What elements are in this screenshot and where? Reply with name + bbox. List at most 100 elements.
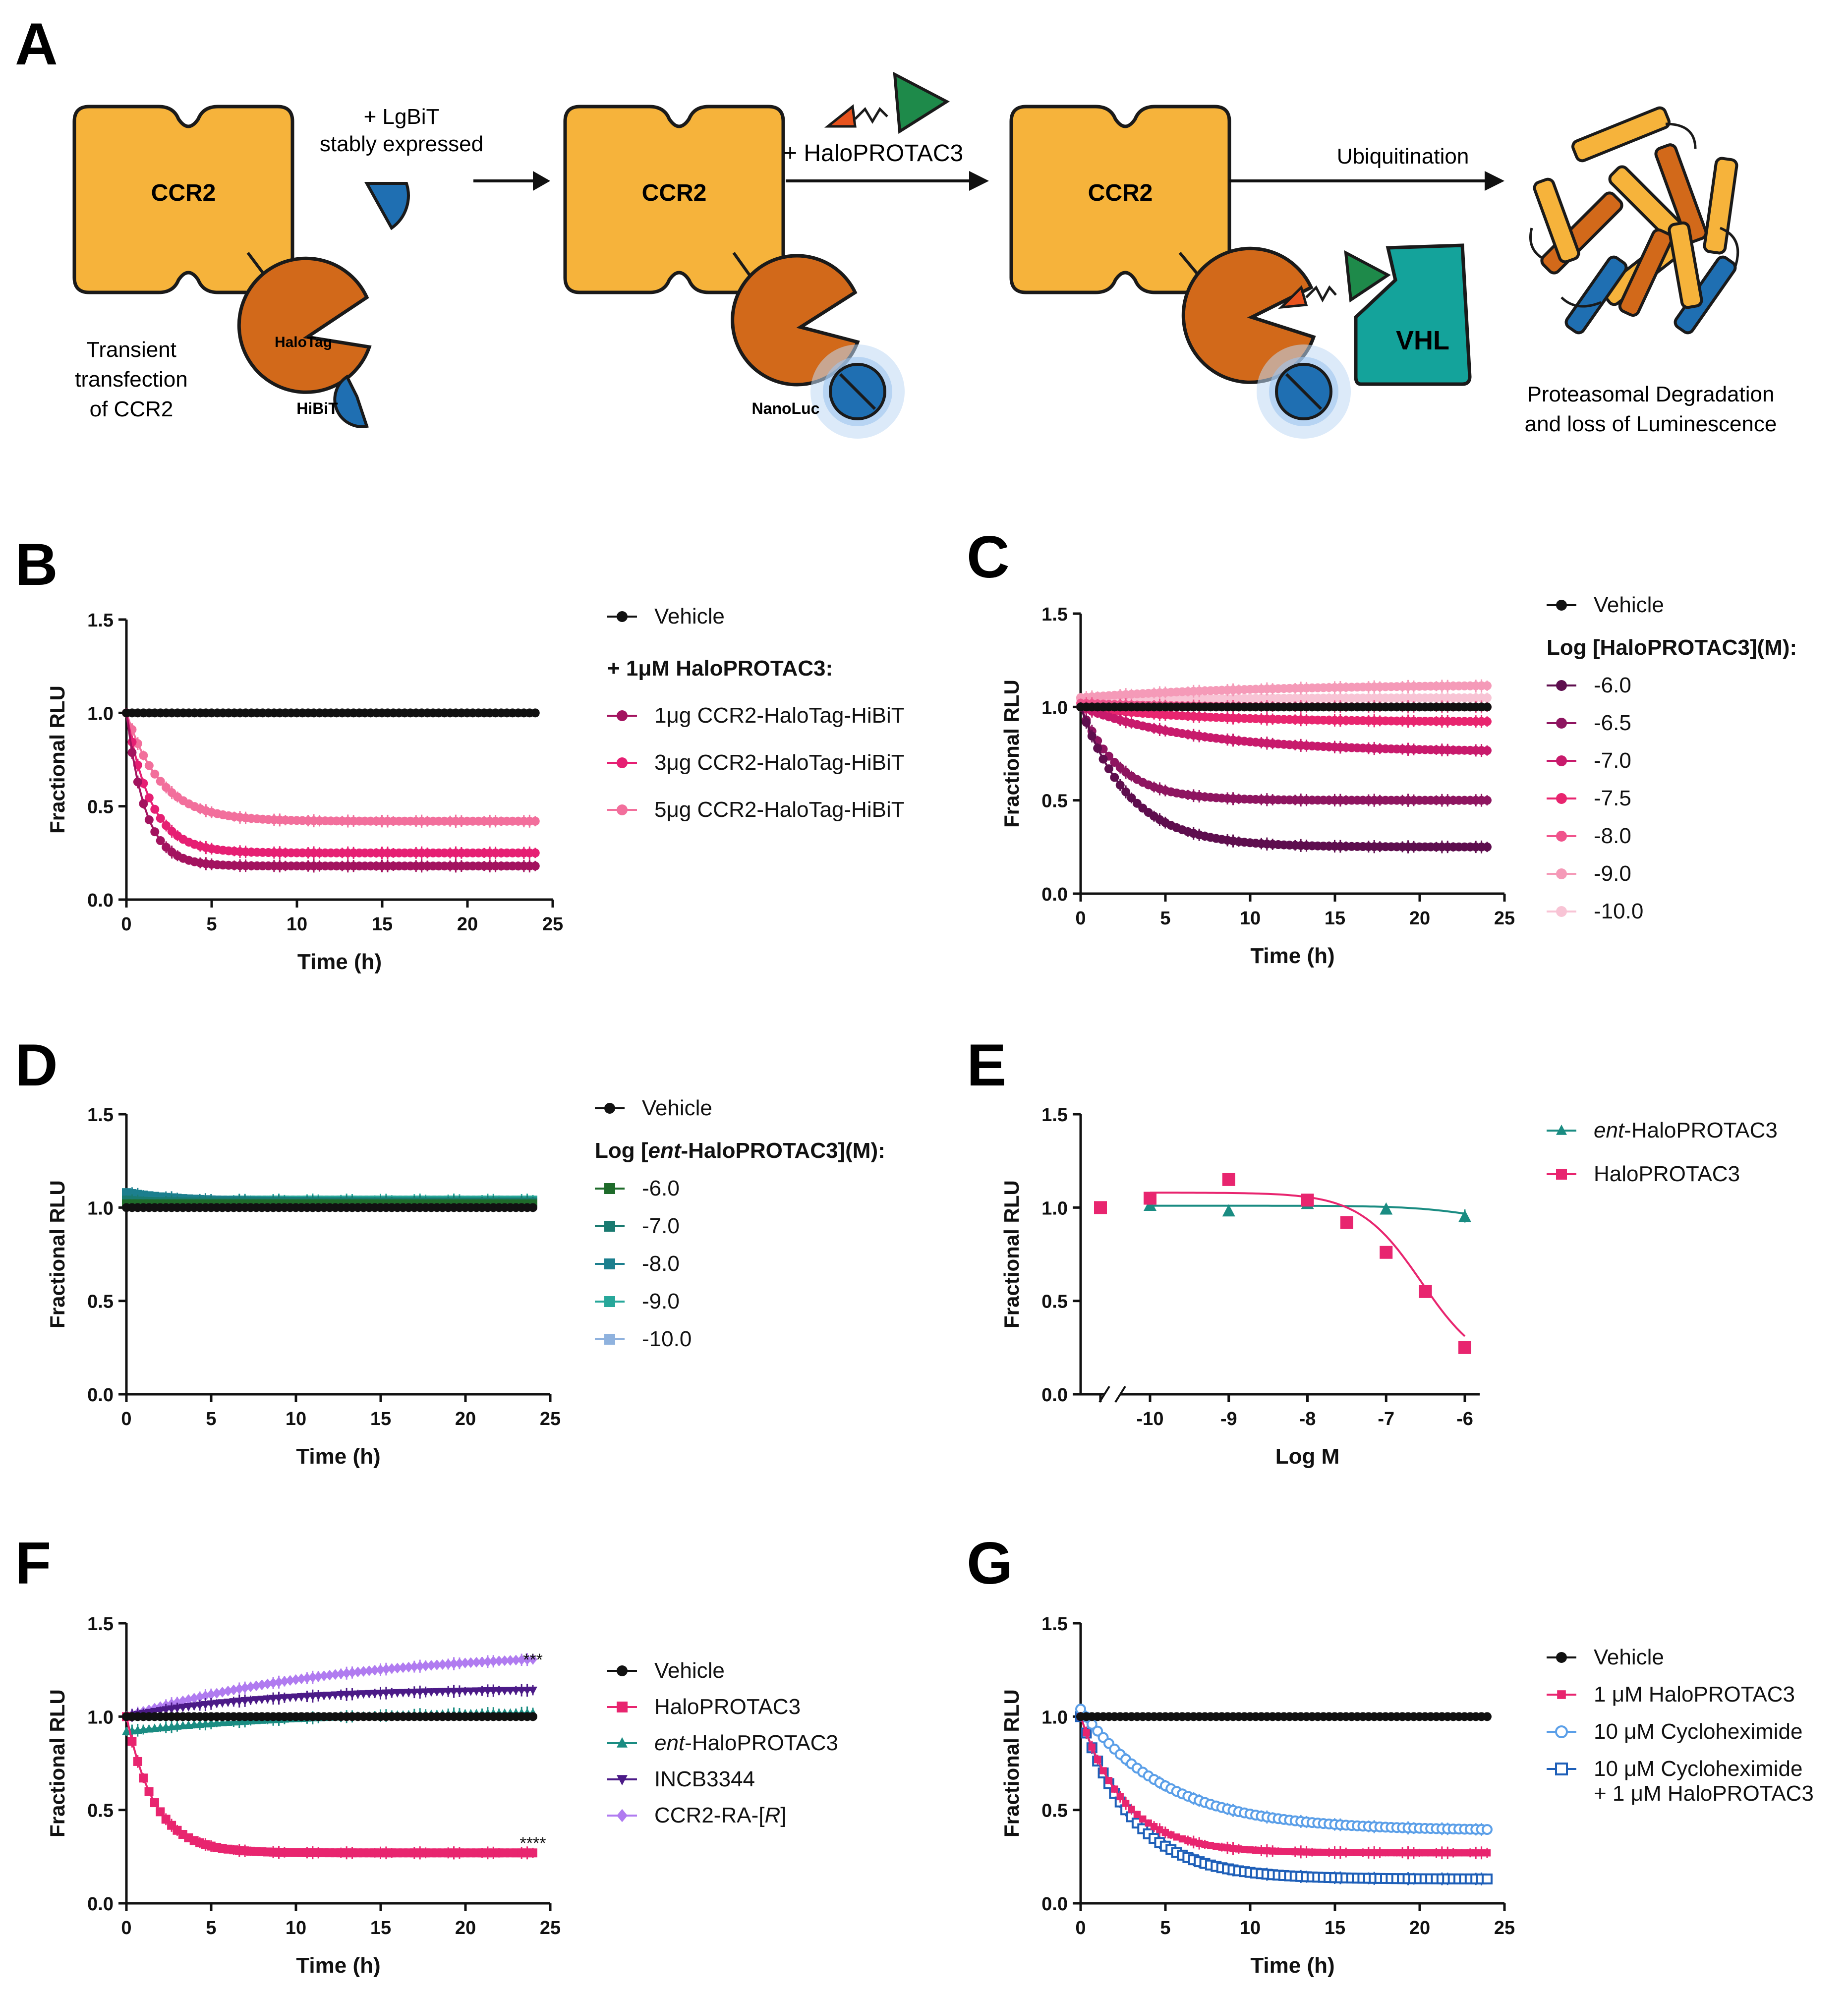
data-point: [1291, 1848, 1299, 1856]
x-axis-title: Time (h): [1250, 944, 1334, 968]
legend-item: 1μg CCR2-HaloTag-HiBiT: [607, 703, 905, 728]
data-point: [500, 1655, 510, 1666]
data-point: [156, 777, 165, 786]
data-point: [1235, 1845, 1243, 1853]
data-point: [477, 1687, 487, 1696]
legend-swatch-marker: [1555, 1763, 1568, 1775]
chart-panel-e: 0.0 0.5 1.0 1.5 -10 -9 -8 -7 -6 Log M Fractional R…: [1000, 1105, 1778, 1469]
x-tick-label: 25: [540, 1409, 561, 1429]
data-point: [528, 1653, 537, 1665]
series-haloprotac3: [1094, 1173, 1471, 1354]
data-point: [444, 1688, 453, 1697]
legend-label: -8.0: [1594, 824, 1631, 848]
chart-panel-b: 0.0 0.5 1.0 1.5 0 5 10 15 20 25 Time (h) Fractional…: [46, 604, 905, 974]
panel-letter-e: E: [967, 1032, 1006, 1098]
y-tick-label: 1.5: [1041, 604, 1068, 625]
data-point: [223, 1685, 232, 1697]
series-vehicle: [122, 1203, 537, 1212]
legend-heading-part: -HaloPROTAC3](M):: [681, 1139, 885, 1163]
data-point: [127, 748, 137, 757]
data-point: [1144, 1198, 1156, 1211]
data-point: [461, 1657, 470, 1668]
data-point: [150, 1798, 159, 1808]
data-point: [1156, 1826, 1163, 1833]
data-point: [189, 1693, 199, 1704]
legend-item: 1 μM HaloPROTAC3: [1547, 1682, 1795, 1707]
data-point: [297, 1693, 306, 1702]
data-point: [1380, 1246, 1393, 1259]
data-point: [528, 1848, 537, 1858]
legend-heading: Log [ent-HaloPROTAC3](M):: [595, 1139, 885, 1163]
legend-label: Vehicle: [654, 1658, 725, 1683]
data-point: [1308, 1848, 1316, 1856]
data-point: [393, 1662, 402, 1674]
data-point: [472, 1656, 481, 1668]
legend-label: -7.5: [1594, 786, 1631, 810]
legend-label: Vehicle: [642, 1096, 712, 1120]
data-point: [1087, 732, 1097, 741]
nanoluc-label: NanoLuc: [752, 399, 820, 417]
data-point: [494, 1687, 504, 1696]
legend-item: ent-HaloPROTAC3: [607, 1731, 838, 1755]
legend-swatch-marker: [617, 611, 628, 622]
data-point: [1481, 1873, 1493, 1884]
series-1-g-ccr2-halotag-hibit: [122, 708, 540, 873]
hibit-fragment: HiBiT: [296, 374, 369, 428]
data-point: [156, 814, 165, 823]
series-vehicle: [1076, 702, 1492, 712]
data-point: [201, 1690, 210, 1701]
legend-label: Vehicle: [1594, 1645, 1664, 1669]
data-point: [269, 1677, 278, 1689]
legend-item: -7.0: [595, 1214, 680, 1238]
data-point: [195, 1702, 205, 1710]
x-axis-title: Time (h): [296, 1444, 380, 1469]
y-tick-label: 1.0: [87, 1198, 114, 1219]
data-point: [246, 1697, 255, 1706]
data-point: [1213, 1842, 1220, 1850]
legend-label-part: -HaloPROTAC3: [685, 1731, 838, 1755]
legend-swatch-marker: [1556, 906, 1567, 917]
data-point: [229, 1684, 238, 1696]
data-point: [530, 708, 540, 718]
data-point: [399, 1689, 408, 1698]
legend-label-part: ]: [780, 1803, 786, 1827]
data-point: [218, 1699, 227, 1708]
x-tick-label: 5: [206, 1409, 216, 1429]
data-point: [353, 1666, 362, 1678]
data-point: [240, 1682, 250, 1694]
data-point: [206, 1689, 216, 1700]
legend-label: 1 μM HaloPROTAC3: [1594, 1682, 1795, 1707]
data-point: [421, 1688, 430, 1697]
data-point: [466, 1687, 475, 1696]
y-tick-label: 1.5: [1041, 1614, 1068, 1635]
data-point: [1105, 1777, 1113, 1784]
transient-text-line3: of CCR2: [90, 397, 173, 421]
legend-label: Vehicle: [654, 604, 725, 628]
data-point: [477, 1656, 487, 1667]
data-point: [1110, 773, 1119, 782]
legend-item: -9.0: [1547, 861, 1631, 886]
data-point: [331, 1691, 340, 1700]
data-point: [381, 1689, 391, 1698]
data-point: [167, 1705, 176, 1714]
data-point: [178, 1695, 187, 1707]
data-point: [426, 1660, 436, 1671]
x-tick-label: 25: [1494, 1918, 1515, 1938]
y-tick-label: 1.0: [1041, 1707, 1068, 1728]
data-point: [1482, 842, 1492, 852]
y-axis-title: Fractional RLU: [46, 685, 69, 834]
data-point: [1336, 1849, 1344, 1856]
data-point: [364, 1665, 374, 1676]
legend-swatch-marker: [617, 1702, 628, 1712]
x-tick-label: 10: [1240, 1918, 1261, 1938]
data-point: [466, 1657, 475, 1668]
data-point: [240, 1697, 250, 1706]
data-point: [1303, 1848, 1310, 1856]
data-point: [1297, 1848, 1305, 1856]
panel-letter-f: F: [15, 1530, 51, 1596]
legend-label: -7.0: [1594, 748, 1631, 773]
data-point: [161, 1706, 171, 1715]
data-point: [1274, 1847, 1282, 1855]
data-point: [1398, 1849, 1406, 1857]
data-point: [1478, 1849, 1485, 1857]
